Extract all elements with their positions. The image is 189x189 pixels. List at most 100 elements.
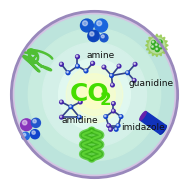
Circle shape — [102, 65, 106, 69]
Circle shape — [31, 118, 40, 127]
Circle shape — [152, 41, 154, 43]
Circle shape — [100, 34, 108, 42]
Circle shape — [86, 86, 103, 103]
Circle shape — [76, 55, 79, 59]
Circle shape — [22, 132, 29, 140]
Circle shape — [85, 70, 86, 71]
Circle shape — [60, 116, 62, 117]
Circle shape — [91, 62, 93, 64]
Circle shape — [156, 44, 157, 46]
Circle shape — [109, 128, 112, 131]
Text: guanidine: guanidine — [129, 79, 174, 88]
Polygon shape — [146, 34, 168, 57]
Circle shape — [105, 115, 106, 117]
Circle shape — [80, 80, 109, 109]
Circle shape — [66, 71, 70, 75]
Text: 2: 2 — [100, 91, 111, 109]
Circle shape — [76, 55, 78, 57]
Text: CO: CO — [70, 82, 110, 105]
Circle shape — [30, 130, 40, 139]
Circle shape — [155, 43, 159, 47]
Circle shape — [104, 115, 108, 118]
Circle shape — [158, 40, 162, 44]
Circle shape — [112, 102, 114, 104]
Circle shape — [152, 46, 153, 47]
Circle shape — [60, 115, 63, 119]
Circle shape — [43, 43, 146, 146]
Circle shape — [97, 21, 102, 26]
Circle shape — [159, 45, 163, 49]
Circle shape — [69, 105, 73, 108]
Text: amine: amine — [87, 51, 115, 60]
Circle shape — [79, 101, 81, 102]
Circle shape — [126, 71, 129, 75]
Circle shape — [110, 74, 113, 77]
Circle shape — [115, 128, 118, 131]
Circle shape — [77, 115, 81, 119]
Circle shape — [81, 19, 93, 32]
Circle shape — [155, 48, 159, 52]
Circle shape — [111, 84, 113, 85]
Circle shape — [70, 105, 71, 107]
Circle shape — [156, 48, 158, 50]
Circle shape — [111, 83, 114, 87]
Circle shape — [112, 109, 115, 113]
Circle shape — [83, 21, 88, 26]
Circle shape — [101, 35, 104, 38]
Circle shape — [28, 28, 161, 161]
Circle shape — [11, 11, 178, 178]
Circle shape — [76, 64, 79, 68]
Circle shape — [84, 69, 88, 73]
Circle shape — [32, 131, 35, 134]
Circle shape — [133, 79, 134, 81]
Circle shape — [60, 63, 62, 64]
Circle shape — [152, 41, 156, 45]
Circle shape — [60, 62, 63, 66]
Circle shape — [126, 71, 128, 73]
Text: imidazole: imidazole — [121, 123, 165, 132]
Circle shape — [117, 64, 121, 68]
Circle shape — [67, 71, 68, 73]
Ellipse shape — [160, 125, 166, 134]
Circle shape — [59, 59, 130, 130]
Circle shape — [107, 124, 111, 127]
Circle shape — [60, 101, 62, 102]
Circle shape — [149, 38, 165, 53]
Circle shape — [66, 66, 123, 123]
Circle shape — [112, 102, 115, 105]
Circle shape — [118, 65, 119, 66]
Circle shape — [108, 124, 109, 126]
Circle shape — [110, 74, 112, 76]
Circle shape — [15, 15, 174, 174]
Circle shape — [112, 110, 114, 111]
Circle shape — [119, 115, 123, 118]
Circle shape — [88, 30, 99, 42]
Circle shape — [60, 100, 63, 104]
Circle shape — [78, 116, 80, 117]
Circle shape — [120, 115, 121, 117]
Circle shape — [22, 120, 27, 125]
Circle shape — [132, 79, 136, 82]
Circle shape — [103, 66, 104, 67]
Circle shape — [90, 32, 94, 36]
Circle shape — [159, 41, 160, 42]
Polygon shape — [140, 112, 166, 134]
Circle shape — [134, 63, 135, 64]
Circle shape — [95, 19, 108, 32]
Circle shape — [109, 128, 111, 129]
Circle shape — [116, 124, 120, 127]
Circle shape — [115, 128, 116, 129]
Circle shape — [91, 61, 94, 65]
Circle shape — [23, 133, 26, 136]
Circle shape — [74, 74, 115, 115]
Circle shape — [117, 124, 118, 126]
Circle shape — [76, 65, 78, 66]
Circle shape — [33, 119, 36, 123]
Circle shape — [159, 45, 161, 47]
Text: amidine: amidine — [61, 116, 98, 125]
Ellipse shape — [140, 112, 146, 120]
Circle shape — [21, 119, 32, 131]
Circle shape — [79, 100, 82, 104]
Circle shape — [151, 45, 155, 49]
Circle shape — [133, 62, 137, 66]
